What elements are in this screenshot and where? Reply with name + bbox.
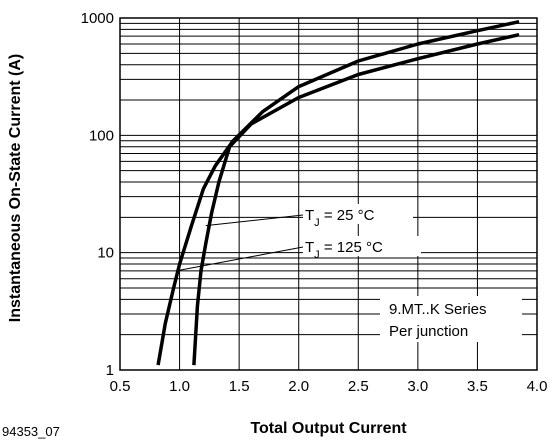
annotation-background <box>303 236 421 256</box>
annotation-label: TJ = 25 °C <box>305 207 375 229</box>
x-tick-label: 1.5 <box>229 378 250 395</box>
legend-text: Per junction <box>389 323 468 340</box>
x-tick-label: 3.0 <box>407 378 428 395</box>
x-axis-label: Total Output Current <box>250 420 407 437</box>
x-tick-label: 1.0 <box>169 378 190 395</box>
series-line-0 <box>156 19 520 366</box>
x-tick-label: 3.5 <box>467 378 488 395</box>
x-tick-label: 4.0 <box>527 378 548 395</box>
x-tick-label: 2.5 <box>348 378 369 395</box>
y-tick-label: 1000 <box>81 10 114 27</box>
y-tick-label: 100 <box>89 127 114 144</box>
annotation-leader <box>175 246 304 272</box>
figure-id: 94353_07 <box>2 424 60 439</box>
annotation-label: TJ = 125 °C <box>305 239 383 261</box>
legend-box <box>380 296 522 342</box>
plot-frame <box>119 17 538 371</box>
series-line-1 <box>192 32 520 366</box>
x-tick-label: 0.5 <box>110 378 131 395</box>
y-tick-label: 1 <box>106 362 114 379</box>
x-tick-label: 2.0 <box>288 378 309 395</box>
annotation-background <box>303 204 413 224</box>
legend-text: 9.MT..K Series <box>389 301 487 318</box>
annotation-leader <box>205 214 304 227</box>
y-tick-label: 10 <box>97 245 114 262</box>
